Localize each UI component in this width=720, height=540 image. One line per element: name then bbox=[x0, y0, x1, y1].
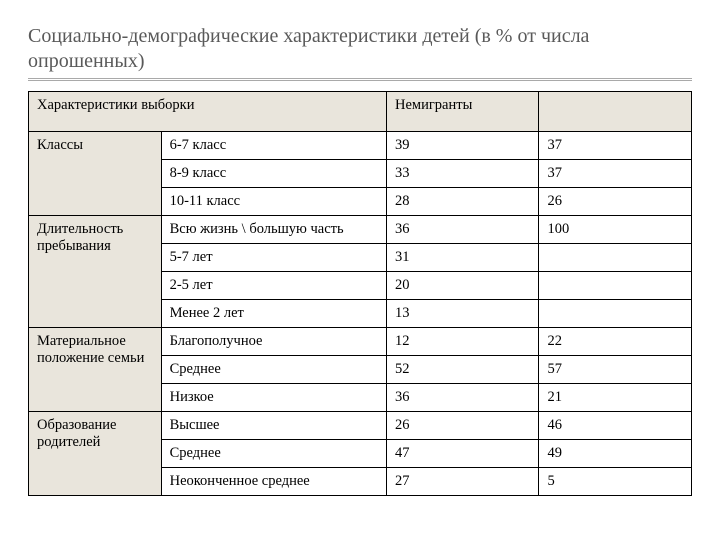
table-row: Длительность пребыванияВсю жизнь \ больш… bbox=[29, 216, 692, 244]
migrants-cell: 28 bbox=[387, 188, 539, 216]
migrants-cell: 36 bbox=[387, 216, 539, 244]
subcategory-cell: 5-7 лет bbox=[161, 244, 386, 272]
table-header: Характеристики выборки Немигранты bbox=[29, 92, 692, 132]
subcategory-cell: Всю жизнь \ большую часть bbox=[161, 216, 386, 244]
subcategory-cell: 2-5 лет bbox=[161, 272, 386, 300]
nonmigrants-cell: 46 bbox=[539, 412, 692, 440]
subcategory-cell: Низкое bbox=[161, 384, 386, 412]
col-characteristics: Характеристики выборки bbox=[29, 92, 387, 132]
subcategory-cell: 6-7 класс bbox=[161, 132, 386, 160]
migrants-cell: 47 bbox=[387, 440, 539, 468]
nonmigrants-cell: 57 bbox=[539, 356, 692, 384]
migrants-cell: 39 bbox=[387, 132, 539, 160]
migrants-cell: 33 bbox=[387, 160, 539, 188]
migrants-cell: 27 bbox=[387, 468, 539, 496]
subcategory-cell: 8-9 класс bbox=[161, 160, 386, 188]
table-row: Классы6-7 класс3937 bbox=[29, 132, 692, 160]
table-row: Материальное положение семьиБлагополучно… bbox=[29, 328, 692, 356]
subcategory-cell: Среднее bbox=[161, 356, 386, 384]
migrants-cell: 20 bbox=[387, 272, 539, 300]
nonmigrants-cell: 5 bbox=[539, 468, 692, 496]
nonmigrants-cell: 100 bbox=[539, 216, 692, 244]
slide: Социально-демографические характеристики… bbox=[0, 0, 720, 506]
migrants-cell: 13 bbox=[387, 300, 539, 328]
nonmigrants-cell: 37 bbox=[539, 160, 692, 188]
nonmigrants-cell: 37 bbox=[539, 132, 692, 160]
nonmigrants-cell bbox=[539, 300, 692, 328]
subcategory-cell: Среднее bbox=[161, 440, 386, 468]
migrants-cell: 26 bbox=[387, 412, 539, 440]
nonmigrants-cell: 26 bbox=[539, 188, 692, 216]
col-migrants: Немигранты bbox=[387, 92, 539, 132]
nonmigrants-cell: 49 bbox=[539, 440, 692, 468]
title-underline bbox=[28, 78, 692, 81]
category-cell: Длительность пребывания bbox=[29, 216, 162, 328]
col-nonmigrants bbox=[539, 92, 692, 132]
nonmigrants-cell: 21 bbox=[539, 384, 692, 412]
nonmigrants-cell: 22 bbox=[539, 328, 692, 356]
category-cell: Классы bbox=[29, 132, 162, 216]
nonmigrants-cell bbox=[539, 272, 692, 300]
table-body: Классы6-7 класс39378-9 класс333710-11 кл… bbox=[29, 132, 692, 496]
nonmigrants-cell bbox=[539, 244, 692, 272]
migrants-cell: 36 bbox=[387, 384, 539, 412]
subcategory-cell: Неоконченное среднее bbox=[161, 468, 386, 496]
migrants-cell: 12 bbox=[387, 328, 539, 356]
table-header-row: Характеристики выборки Немигранты bbox=[29, 92, 692, 132]
category-cell: Материальное положение семьи bbox=[29, 328, 162, 412]
page-title: Социально-демографические характеристики… bbox=[28, 24, 692, 74]
category-cell: Образование родителей bbox=[29, 412, 162, 496]
migrants-cell: 52 bbox=[387, 356, 539, 384]
subcategory-cell: Высшее bbox=[161, 412, 386, 440]
data-table: Характеристики выборки Немигранты Классы… bbox=[28, 91, 692, 496]
table-row: Образование родителейВысшее2646 bbox=[29, 412, 692, 440]
subcategory-cell: Благополучное bbox=[161, 328, 386, 356]
subcategory-cell: 10-11 класс bbox=[161, 188, 386, 216]
subcategory-cell: Менее 2 лет bbox=[161, 300, 386, 328]
migrants-cell: 31 bbox=[387, 244, 539, 272]
